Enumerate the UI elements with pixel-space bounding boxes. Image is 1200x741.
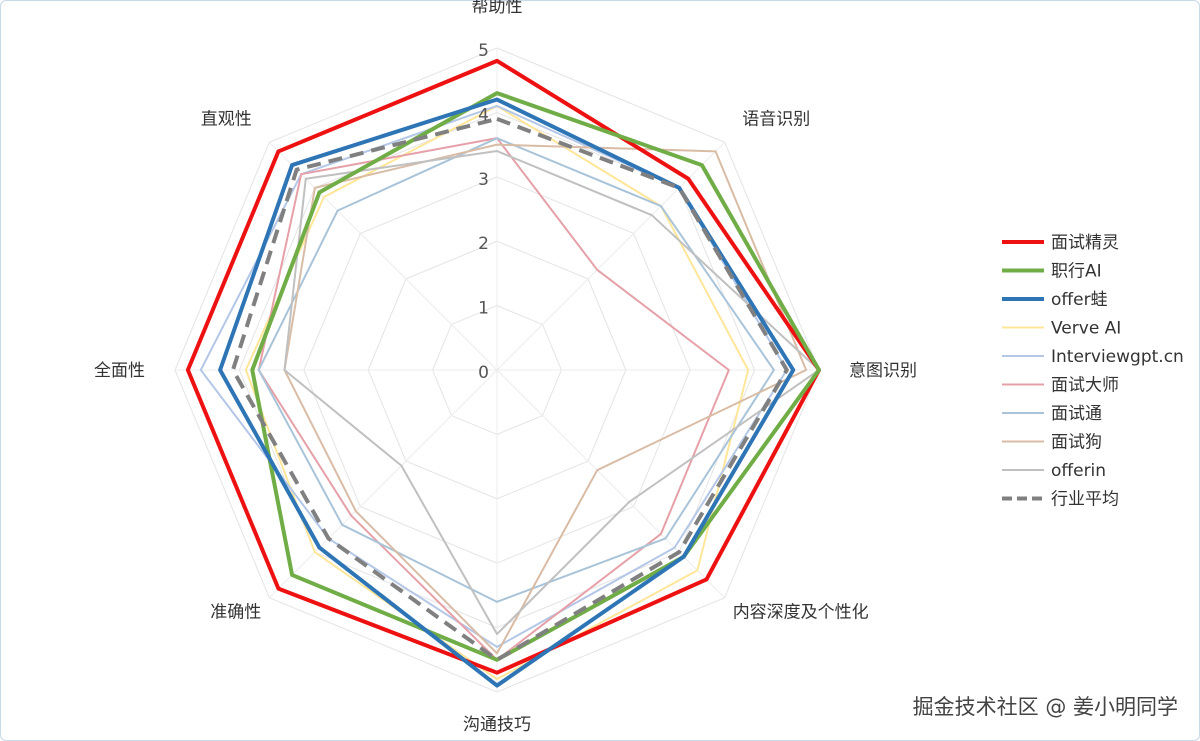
legend-label: offer蛙 xyxy=(1051,290,1108,310)
axis-label: 全面性 xyxy=(94,361,145,381)
series-layer xyxy=(185,58,821,688)
axis-label: 准确性 xyxy=(210,603,261,623)
legend-label: 行业平均 xyxy=(1051,490,1119,510)
axis-label: 语音识别 xyxy=(742,109,810,129)
tick-label: 1 xyxy=(478,299,489,319)
series-line xyxy=(185,58,821,675)
tick-label: 4 xyxy=(478,105,489,125)
grid-spoke xyxy=(268,141,498,371)
tick-label: 2 xyxy=(478,234,489,254)
legend-label: Verve AI xyxy=(1051,319,1121,339)
grid-spoke xyxy=(268,369,498,599)
axis-label: 内容深度及个性化 xyxy=(733,603,869,623)
axis-label: 意图识别 xyxy=(849,361,917,381)
axis-label: 直观性 xyxy=(201,109,252,129)
series-line xyxy=(257,137,775,603)
tick-label: 0 xyxy=(478,363,489,383)
watermark: 掘金技术社区 @ 姜小明同学 xyxy=(912,695,1178,719)
axis-label: 帮助性 xyxy=(472,0,523,17)
grid-spoke xyxy=(496,141,726,371)
series-line xyxy=(283,143,808,655)
series-line xyxy=(250,91,821,662)
legend-label: 面试大师 xyxy=(1051,376,1119,396)
tick-label: 5 xyxy=(478,41,489,61)
grid-spoke xyxy=(496,369,726,599)
tick-labels: 0 1 2 3 4 5 xyxy=(478,41,489,383)
axis-label: 沟通技巧 xyxy=(463,715,531,735)
legend-label: Interviewgpt.cn xyxy=(1051,347,1184,367)
series-line xyxy=(230,116,789,662)
legend-label: 面试精灵 xyxy=(1051,233,1119,253)
tick-label: 3 xyxy=(478,170,489,190)
legend-label: 职行AI xyxy=(1051,262,1102,282)
legend-label: 面试狗 xyxy=(1051,433,1102,453)
legend-label: 面试通 xyxy=(1051,404,1102,424)
series-line xyxy=(257,137,730,661)
legend-label: offerin xyxy=(1051,461,1106,481)
